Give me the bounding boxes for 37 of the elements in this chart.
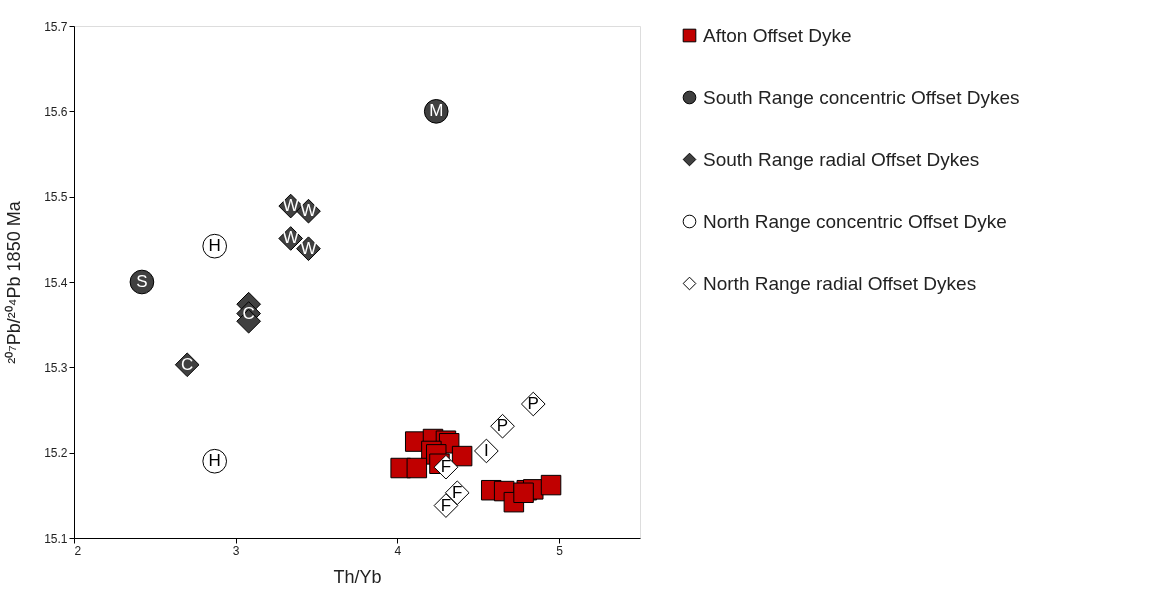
legend-label: Afton Offset Dyke [703,24,852,46]
annotation: I [484,440,489,460]
annotation: F [452,482,463,502]
y-tick-label: 15.2 [44,446,68,461]
annotation: M [429,101,444,121]
x-tick-label: 2 [74,543,82,558]
y-tick-label: 15.1 [44,531,68,546]
legend-label: South Range radial Offset Dykes [703,148,980,170]
legend-label: North Range concentric Offset Dyke [703,210,1007,232]
point [540,474,562,496]
annotation: P [496,416,509,436]
point [406,457,428,479]
annotation: F [440,457,452,477]
annotation: P [527,394,539,414]
x-tick-label: 3 [232,543,240,558]
y-axis-title: ²⁰⁷Pb/²⁰⁴Pb 1850 Ma [4,200,25,364]
annotation: C [242,303,255,323]
annotation: W [300,201,317,221]
annotation: C [181,354,194,374]
annotation: F [440,495,452,515]
point [513,482,534,504]
point [451,445,473,467]
x-tick-label: 4 [394,543,402,558]
x-tick-label: 5 [556,543,564,558]
annotation: H [208,451,221,471]
annotation: W [282,196,299,216]
y-tick-label: 15.5 [44,190,68,205]
legend-label: North Range radial Offset Dykes [703,272,977,294]
annotation: S [136,272,148,291]
y-tick-label: 15.3 [44,360,68,375]
y-tick-label: 15.6 [44,104,68,119]
annotation: W [300,238,317,258]
annotation: H [208,236,221,256]
x-axis-title: Th/Yb [333,566,382,587]
y-tick-label: 15.4 [44,275,68,290]
legend-label: South Range concentric Offset Dykes [703,86,1020,108]
y-tick-label: 15.7 [44,19,68,34]
